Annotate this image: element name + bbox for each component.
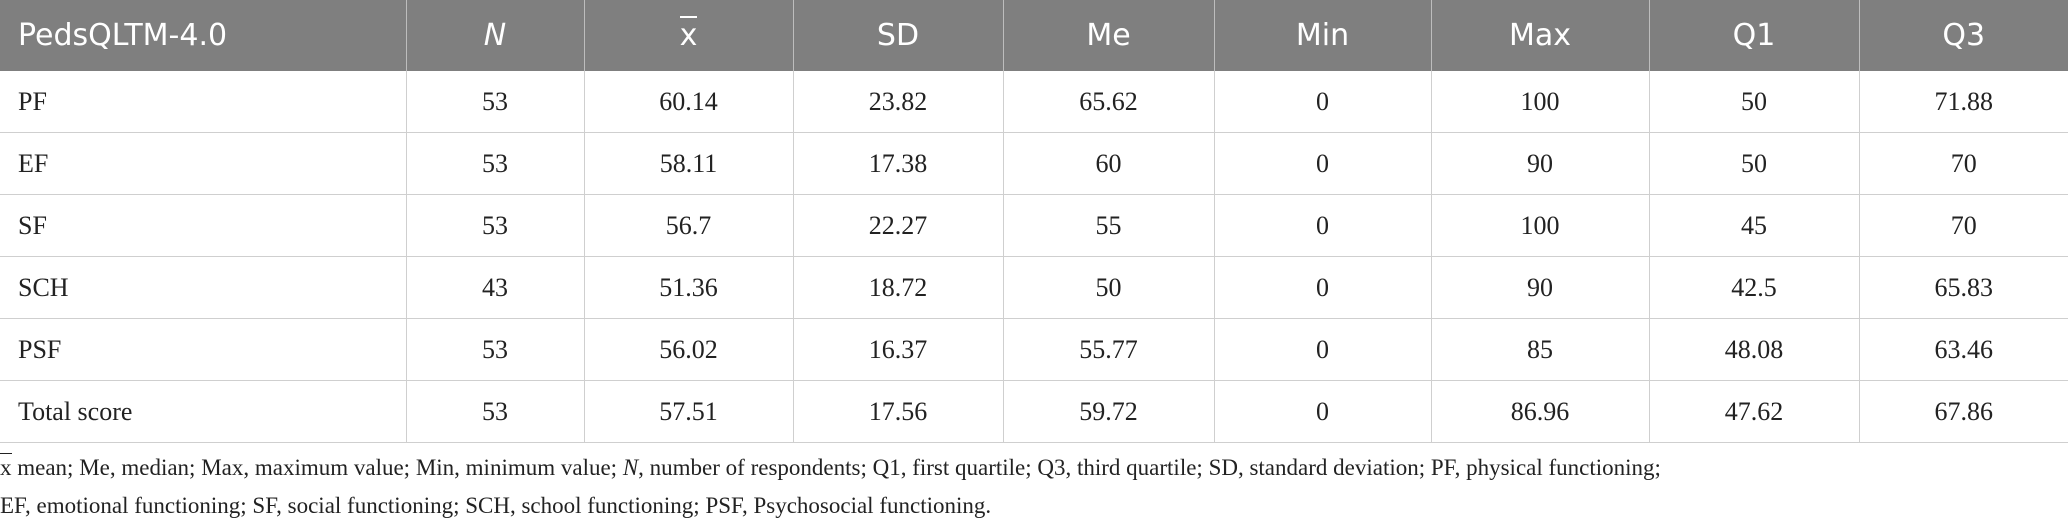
cell-n: 53 [406,71,585,133]
column-header-me: Me [1003,0,1215,71]
cell-sd: 23.82 [793,71,1004,133]
cell-q3: 63.46 [1859,318,2068,381]
cell-sd: 16.37 [793,318,1004,381]
cell-q1: 50 [1649,132,1860,195]
cell-me: 60 [1003,132,1215,195]
footnote-n-symbol: N [622,455,639,480]
cell-q3: 70 [1859,132,2068,195]
cell-n: 53 [406,380,585,443]
cell-n: 53 [406,194,585,257]
cell-q1: 42.5 [1649,256,1860,319]
cell-min: 0 [1214,380,1432,443]
cell-sd: 17.38 [793,132,1004,195]
table-row: EF 53 58.11 17.38 60 0 90 50 70 [0,132,2068,195]
cell-mean: 56.02 [584,318,794,381]
footnote-text-part-2: , number of respondents; Q1, first quart… [638,455,1661,480]
cell-max: 85 [1431,318,1650,381]
row-label: SF [0,194,407,257]
pedsql-table: PedsQLTM-4.0 N x SD Me Min Max Q1 Q3 PF … [0,0,2068,443]
cell-max: 90 [1431,132,1650,195]
column-header-instrument: PedsQLTM-4.0 [0,0,407,71]
column-header-q1: Q1 [1649,0,1860,71]
table-row: SCH 43 51.36 18.72 50 0 90 42.5 65.83 [0,256,2068,319]
cell-q1: 45 [1649,194,1860,257]
footnote-line-2: EF, emotional functioning; SF, social fu… [0,493,992,518]
row-label: PF [0,71,407,133]
row-label: EF [0,132,407,195]
cell-min: 0 [1214,71,1432,133]
table-row: SF 53 56.7 22.27 55 0 100 45 70 [0,194,2068,257]
cell-max: 100 [1431,71,1650,133]
data-table-container: PedsQLTM-4.0 N x SD Me Min Max Q1 Q3 PF … [0,0,2068,443]
cell-min: 0 [1214,256,1432,319]
footnote-line-1: x mean; Me, median; Max, maximum value; … [0,449,2060,487]
cell-n: 53 [406,318,585,381]
cell-q1: 48.08 [1649,318,1860,381]
column-header-n-label: N [483,18,507,53]
column-header-q3: Q3 [1859,0,2068,71]
table-footnote: x mean; Me, median; Max, maximum value; … [0,449,2060,525]
cell-min: 0 [1214,132,1432,195]
cell-min: 0 [1214,318,1432,381]
footnote-text-part-1: mean; Me, median; Max, maximum value; Mi… [11,455,623,480]
row-label: Total score [0,380,407,443]
cell-q3: 65.83 [1859,256,2068,319]
row-label: SCH [0,256,407,319]
cell-q3: 71.88 [1859,71,2068,133]
cell-mean: 56.7 [584,194,794,257]
table-row: PSF 53 56.02 16.37 55.77 0 85 48.08 63.4… [0,318,2068,381]
cell-q1: 50 [1649,71,1860,133]
cell-sd: 17.56 [793,380,1004,443]
cell-n: 43 [406,256,585,319]
cell-max: 90 [1431,256,1650,319]
cell-me: 59.72 [1003,380,1215,443]
column-header-n: N [406,0,585,71]
cell-mean: 58.11 [584,132,794,195]
cell-q1: 47.62 [1649,380,1860,443]
cell-mean: 51.36 [584,256,794,319]
cell-me: 50 [1003,256,1215,319]
column-header-mean: x [584,0,794,71]
header-row: PedsQLTM-4.0 N x SD Me Min Max Q1 Q3 [0,0,2068,71]
cell-q3: 70 [1859,194,2068,257]
cell-max: 100 [1431,194,1650,257]
cell-sd: 22.27 [793,194,1004,257]
column-header-min: Min [1214,0,1432,71]
mean-symbol: x [679,16,698,53]
cell-sd: 18.72 [793,256,1004,319]
cell-me: 55 [1003,194,1215,257]
cell-me: 65.62 [1003,71,1215,133]
cell-me: 55.77 [1003,318,1215,381]
column-header-sd: SD [793,0,1004,71]
column-header-max: Max [1431,0,1650,71]
cell-max: 86.96 [1431,380,1650,443]
cell-n: 53 [406,132,585,195]
cell-min: 0 [1214,194,1432,257]
footnote-mean-symbol: x [0,453,12,480]
table-row: PF 53 60.14 23.82 65.62 0 100 50 71.88 [0,71,2068,133]
table-row: Total score 53 57.51 17.56 59.72 0 86.96… [0,380,2068,443]
row-label: PSF [0,318,407,381]
cell-q3: 67.86 [1859,380,2068,443]
cell-mean: 60.14 [584,71,794,133]
cell-mean: 57.51 [584,380,794,443]
